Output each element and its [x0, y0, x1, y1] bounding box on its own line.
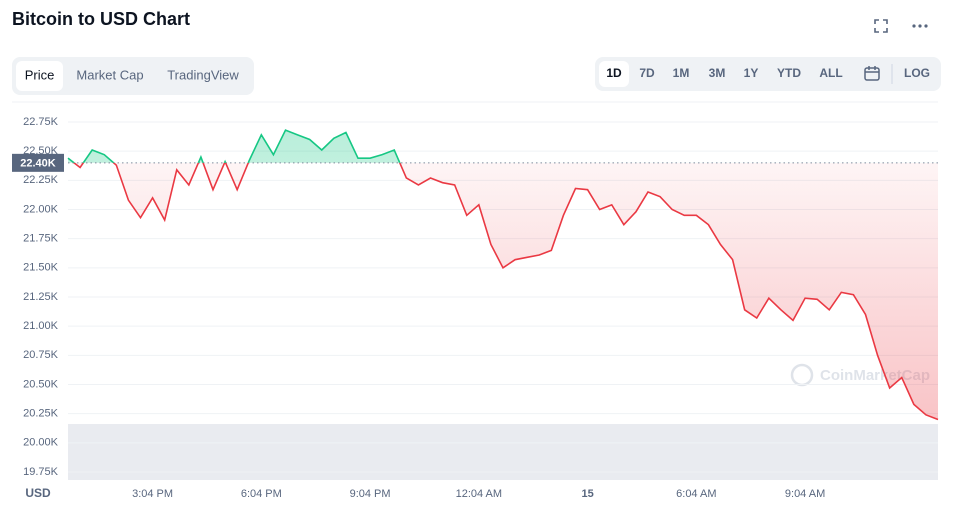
tab-group [12, 57, 254, 95]
y-tick-label: 20.25K [23, 408, 59, 420]
x-tick-label: 6:04 PM [241, 488, 282, 500]
y-tick-label: 21.00K [23, 320, 59, 332]
y-tick-label: 22.00K [23, 203, 59, 215]
area-up [68, 130, 938, 163]
reference-label: 22.40K [20, 158, 56, 170]
y-tick-label: 20.00K [23, 437, 59, 449]
x-tick-label: 6:04 AM [676, 488, 716, 500]
range-button[interactable]: 1D [606, 66, 622, 80]
y-tick-label: 21.50K [23, 262, 59, 274]
range-group [595, 57, 941, 91]
x-tick-label: 9:04 AM [785, 488, 825, 500]
range-button[interactable]: 1M [673, 66, 690, 80]
tab[interactable]: TradingView [167, 67, 239, 82]
range-active [599, 61, 629, 87]
range-button[interactable]: YTD [777, 66, 801, 80]
x-tick-label: 15 [581, 488, 593, 500]
range-button[interactable]: 1Y [744, 66, 759, 80]
tab[interactable]: Market Cap [76, 67, 143, 82]
tab-active [16, 61, 63, 91]
range-button[interactable]: 7D [639, 66, 655, 80]
x-tick-label: 9:04 PM [350, 488, 391, 500]
area-down [74, 162, 938, 420]
y-tick-label: 21.25K [23, 291, 59, 303]
title: Bitcoin to USD Chart [12, 9, 190, 29]
x-tick-label: 3:04 PM [132, 488, 173, 500]
price-line-down [72, 162, 939, 421]
y-tick-label: 20.75K [23, 349, 59, 361]
more-icon[interactable] [912, 24, 928, 28]
calendar-icon[interactable] [864, 66, 880, 81]
range-button[interactable]: ALL [819, 66, 842, 80]
y-tick-label: 20.50K [23, 378, 59, 390]
y-tick-label: 21.75K [23, 233, 59, 245]
plot: 22.75K22.50K22.25K22.00K21.75K21.50K21.2… [12, 116, 939, 500]
y-tick-label: 19.75K [23, 466, 59, 478]
log-button[interactable]: LOG [904, 66, 930, 80]
x-tick-label: 12:04 AM [456, 488, 502, 500]
y-tick-label: 22.25K [23, 174, 59, 186]
tab[interactable]: Price [25, 67, 55, 82]
reference-label-bg [12, 153, 64, 172]
unit-label: USD [25, 486, 51, 500]
volume-band [68, 424, 938, 480]
fullscreen-icon[interactable] [874, 19, 888, 33]
y-tick-label: 22.75K [23, 116, 59, 128]
range-button[interactable]: 3M [709, 66, 726, 80]
